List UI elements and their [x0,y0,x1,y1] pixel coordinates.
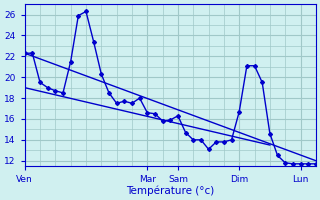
X-axis label: Température (°c): Température (°c) [126,185,214,196]
